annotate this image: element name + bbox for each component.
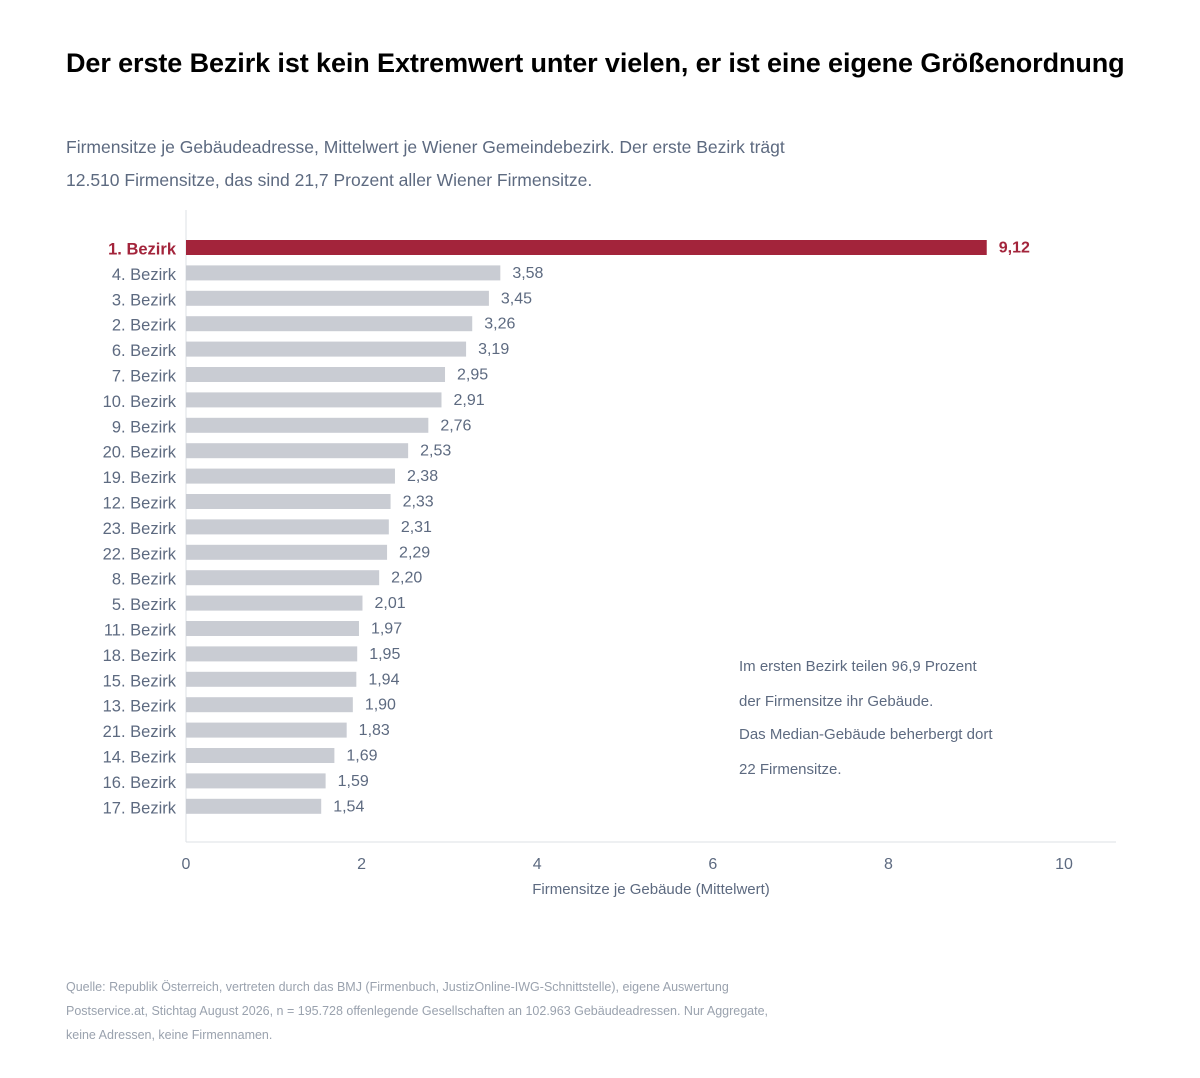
source-line: keine Adressen, keine Firmennamen. bbox=[66, 1028, 273, 1042]
value-label: 2,91 bbox=[453, 392, 484, 409]
annotation-line: Das Median-Gebäude beherbergt dort bbox=[739, 726, 993, 743]
value-label: 1,95 bbox=[369, 646, 400, 663]
bar bbox=[186, 621, 359, 636]
bar bbox=[186, 671, 357, 687]
category-label: 2. Bezirk bbox=[112, 317, 177, 335]
category-label: 23. Bezirk bbox=[103, 520, 177, 538]
value-label: 1,94 bbox=[368, 671, 399, 688]
chart-title: Der erste Bezirk ist kein Extremwert unt… bbox=[66, 48, 1125, 78]
annotation-line: 22 Firmensitze. bbox=[739, 761, 842, 778]
bar bbox=[186, 468, 395, 484]
category-label: 14. Bezirk bbox=[103, 749, 177, 767]
subtitle-line: 12.510 Firmensitze, das sind 21,7 Prozen… bbox=[66, 170, 593, 190]
bar bbox=[186, 544, 388, 560]
value-label: 2,53 bbox=[420, 443, 451, 460]
bar bbox=[186, 417, 429, 433]
category-label: 8. Bezirk bbox=[112, 571, 177, 589]
bar-chart: 0 2 4 6 8 10 1. Bezirk 9,12 4. Bezirk 3,58 3. Bez… bbox=[103, 210, 1116, 898]
source-line: Quelle: Republik Österreich, vertreten d… bbox=[66, 980, 729, 994]
source-line: Postservice.at, Stichtag August 2026, n … bbox=[66, 1004, 769, 1018]
value-label: 2,29 bbox=[399, 544, 430, 561]
bar bbox=[186, 722, 347, 738]
x-tick-label: 4 bbox=[533, 856, 542, 873]
category-label: 18. Bezirk bbox=[103, 647, 177, 665]
bar bbox=[186, 773, 326, 789]
value-label: 1,97 bbox=[371, 621, 402, 638]
bar bbox=[186, 265, 501, 281]
bar bbox=[186, 595, 363, 611]
bar bbox=[186, 240, 987, 255]
value-label: 1,69 bbox=[346, 748, 377, 765]
value-label: 2,01 bbox=[374, 595, 405, 612]
bar bbox=[186, 646, 358, 662]
x-tick-label: 0 bbox=[182, 856, 191, 873]
annotation-line: der Firmensitze ihr Gebäude. bbox=[739, 693, 934, 710]
x-tick-label: 8 bbox=[884, 856, 893, 873]
value-label: 2,33 bbox=[403, 494, 434, 511]
value-label: 2,20 bbox=[391, 570, 422, 587]
bar bbox=[186, 392, 442, 408]
category-label: 7. Bezirk bbox=[112, 368, 177, 386]
bar bbox=[186, 519, 389, 535]
source-note: Quelle: Republik Österreich, vertreten d… bbox=[66, 975, 768, 1047]
bar bbox=[186, 697, 353, 713]
value-label: 2,31 bbox=[401, 519, 432, 536]
category-label: 10. Bezirk bbox=[103, 393, 177, 411]
x-tick-label: 10 bbox=[1055, 856, 1073, 873]
category-label: 20. Bezirk bbox=[103, 444, 177, 462]
value-label: 3,58 bbox=[512, 265, 543, 282]
bar bbox=[186, 341, 467, 357]
value-label: 2,38 bbox=[407, 468, 438, 485]
value-label: 9,12 bbox=[999, 240, 1030, 257]
value-label: 3,45 bbox=[501, 290, 532, 307]
bar bbox=[186, 316, 473, 332]
subtitle-line: Firmensitze je Gebäudeadresse, Mittelwer… bbox=[66, 137, 785, 157]
value-label: 1,83 bbox=[359, 722, 390, 739]
value-label: 3,26 bbox=[484, 316, 515, 333]
category-label: 17. Bezirk bbox=[103, 799, 177, 817]
category-label: 19. Bezirk bbox=[103, 469, 177, 487]
value-label: 3,19 bbox=[478, 341, 509, 358]
category-label: 21. Bezirk bbox=[103, 723, 177, 741]
bar bbox=[186, 798, 322, 814]
bar bbox=[186, 494, 391, 509]
category-label: 6. Bezirk bbox=[112, 342, 177, 360]
category-label: 3. Bezirk bbox=[112, 291, 177, 309]
x-tick-label: 2 bbox=[357, 856, 366, 873]
value-label: 1,90 bbox=[365, 697, 396, 714]
bar bbox=[186, 443, 409, 459]
bar bbox=[186, 290, 489, 306]
x-axis-label: Firmensitze je Gebäude (Mittelwert) bbox=[532, 881, 770, 898]
category-label: 12. Bezirk bbox=[103, 495, 177, 513]
bar bbox=[186, 748, 335, 763]
category-label: 22. Bezirk bbox=[103, 545, 177, 563]
category-label: 15. Bezirk bbox=[103, 672, 177, 690]
chart-subtitle: Firmensitze je Gebäudeadresse, Mittelwer… bbox=[66, 131, 886, 197]
category-label: 13. Bezirk bbox=[103, 698, 177, 716]
category-label: 9. Bezirk bbox=[112, 418, 177, 436]
category-label: 11. Bezirk bbox=[104, 622, 177, 640]
value-label: 1,54 bbox=[333, 798, 364, 815]
category-label: 1. Bezirk bbox=[108, 241, 177, 259]
value-label: 2,76 bbox=[440, 417, 471, 434]
value-label: 2,95 bbox=[457, 367, 488, 384]
bar bbox=[186, 367, 446, 382]
annotation-line: Im ersten Bezirk teilen 96,9 Prozent bbox=[739, 658, 977, 675]
category-label: 16. Bezirk bbox=[103, 774, 177, 792]
x-tick-label: 6 bbox=[708, 856, 717, 873]
value-label: 1,59 bbox=[338, 773, 369, 790]
category-label: 5. Bezirk bbox=[112, 596, 177, 614]
bar bbox=[186, 570, 380, 586]
category-label: 4. Bezirk bbox=[112, 266, 177, 284]
